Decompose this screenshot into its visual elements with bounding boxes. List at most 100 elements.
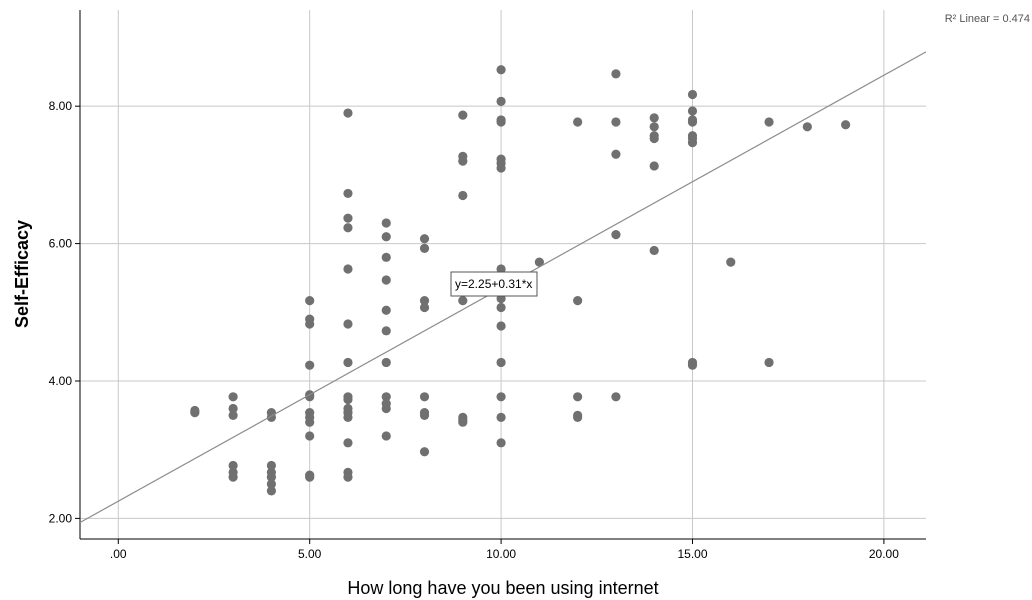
x-tick-label: 15.00 <box>677 547 707 561</box>
data-point <box>649 113 659 123</box>
y-tick-label: 6.00 <box>49 237 73 251</box>
data-points <box>190 65 851 496</box>
data-point <box>496 264 506 274</box>
data-point <box>381 218 391 228</box>
data-point <box>305 392 315 402</box>
data-point <box>573 412 583 422</box>
data-point <box>496 357 506 368</box>
data-point <box>305 319 315 329</box>
data-point <box>573 117 583 127</box>
data-point <box>534 257 544 267</box>
data-point <box>687 137 698 148</box>
data-point <box>419 447 430 457</box>
data-point <box>305 472 315 482</box>
data-point <box>496 163 506 173</box>
x-tick-label: 20.00 <box>869 547 899 561</box>
data-point <box>343 188 353 199</box>
data-point <box>649 122 659 132</box>
data-point <box>458 296 468 306</box>
data-point <box>381 232 391 242</box>
data-point <box>419 243 430 253</box>
data-point <box>458 110 468 120</box>
data-point <box>496 96 506 106</box>
data-point <box>611 69 621 79</box>
r2-linear-label: R² Linear = 0.474 <box>945 13 1030 25</box>
data-point <box>649 133 659 144</box>
fit-equation-label: y=2.25+0.31*x <box>450 271 538 297</box>
data-point <box>266 486 277 496</box>
data-point <box>687 117 698 127</box>
data-point <box>458 156 468 166</box>
data-point <box>611 230 621 240</box>
data-point <box>419 392 430 402</box>
data-point <box>343 213 353 223</box>
data-point <box>305 360 315 370</box>
data-point <box>381 252 391 262</box>
data-point <box>381 275 391 285</box>
data-point <box>419 302 430 313</box>
data-point <box>190 407 200 418</box>
data-point <box>266 479 277 489</box>
x-tick-label: 5.00 <box>298 547 322 561</box>
data-point <box>419 296 430 306</box>
data-point <box>496 65 506 75</box>
data-point <box>496 412 506 422</box>
data-point <box>343 438 353 448</box>
data-point <box>228 410 238 420</box>
x-tick-labels: .00 5.00 10.00 15.00 20.00 <box>110 539 899 561</box>
data-point <box>802 122 812 132</box>
x-tick-label: .00 <box>110 547 127 561</box>
data-point <box>381 431 391 441</box>
data-point <box>305 296 315 306</box>
data-point <box>611 392 621 402</box>
data-point <box>228 403 238 414</box>
data-point <box>726 257 736 267</box>
data-point <box>458 417 468 427</box>
data-point <box>649 161 659 171</box>
data-point <box>458 190 468 201</box>
data-point <box>419 234 430 244</box>
data-point <box>687 89 698 100</box>
x-axis-title: How long have you been using internet <box>347 578 658 598</box>
data-point <box>305 417 315 427</box>
data-point <box>266 472 277 482</box>
data-point <box>381 403 391 414</box>
data-point <box>343 264 353 274</box>
fit-equation-box <box>450 271 538 297</box>
data-point <box>573 392 583 402</box>
data-point <box>266 460 277 471</box>
data-point <box>573 296 583 306</box>
data-point <box>649 245 659 256</box>
axes <box>79 10 926 540</box>
fit-equation-text: y=2.25+0.31*x <box>455 277 532 291</box>
data-point <box>343 472 353 482</box>
data-point <box>496 438 506 448</box>
y-tick-label: 4.00 <box>49 374 73 388</box>
data-point <box>381 326 391 336</box>
data-point <box>841 120 851 130</box>
data-point <box>764 357 774 368</box>
data-point <box>764 117 774 127</box>
data-point <box>343 394 353 405</box>
data-point <box>611 117 621 127</box>
y-tick-labels: 2.00 4.00 6.00 8.00 <box>49 99 80 525</box>
data-point <box>496 302 506 313</box>
data-point <box>419 410 430 420</box>
data-point <box>687 106 698 116</box>
data-point <box>496 392 506 402</box>
data-point <box>228 460 238 471</box>
x-tick-label: 10.00 <box>486 547 516 561</box>
y-tick-label: 8.00 <box>49 99 73 113</box>
data-point <box>228 392 238 402</box>
data-point <box>343 319 353 329</box>
data-point <box>687 360 698 370</box>
data-point <box>496 321 506 331</box>
data-point <box>343 223 353 233</box>
data-point <box>343 412 353 422</box>
data-point <box>228 472 238 482</box>
data-point <box>381 305 391 315</box>
y-axis-title: Self-Efficacy <box>12 220 32 328</box>
data-point <box>496 117 506 127</box>
data-point <box>381 392 391 402</box>
